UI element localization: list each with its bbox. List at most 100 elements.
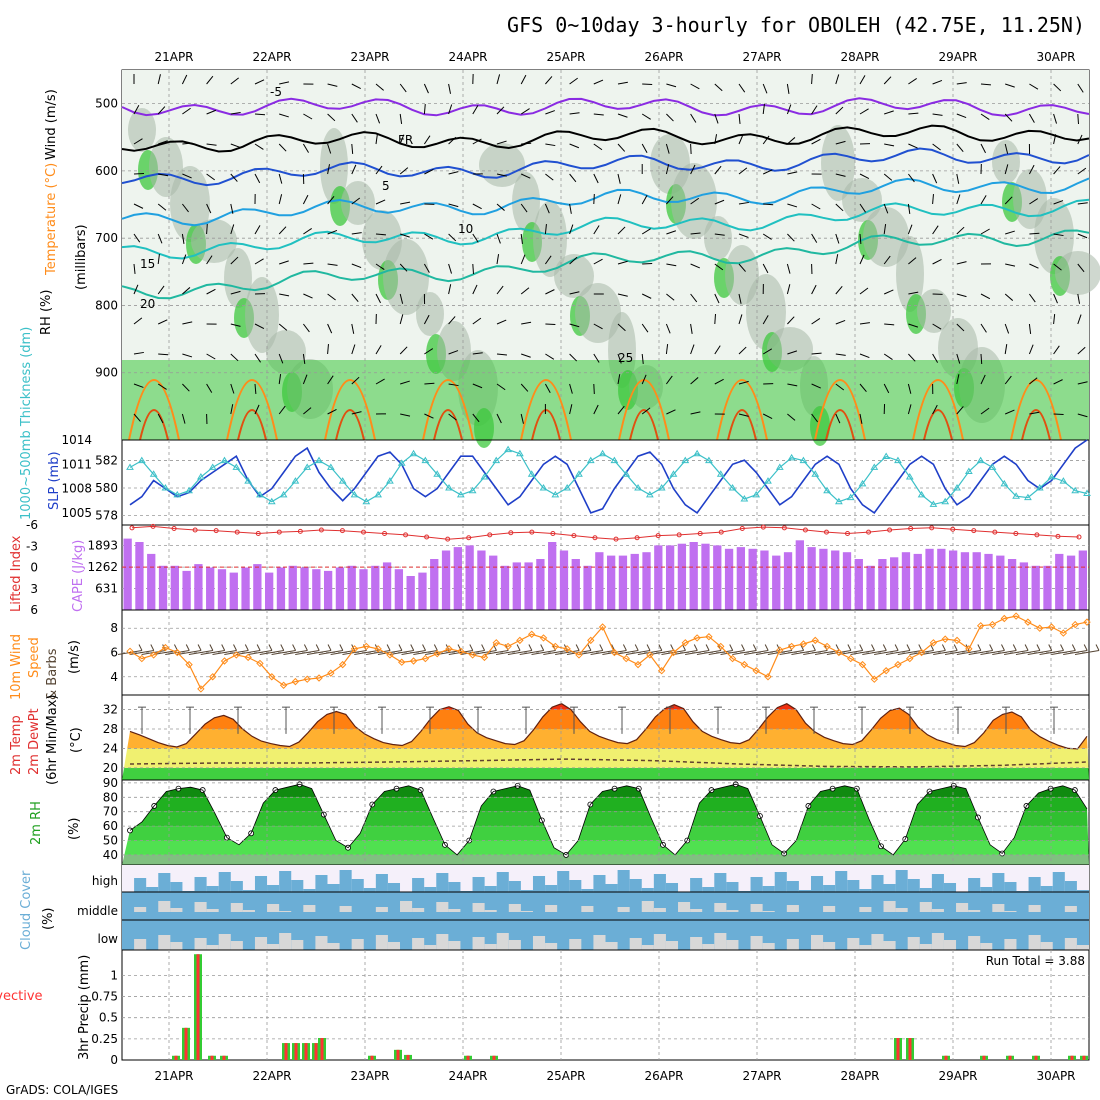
wind-barb — [1077, 134, 1083, 145]
cloud-low-bar — [714, 933, 727, 950]
thickness-marker — [657, 484, 666, 491]
wind-barb — [424, 348, 434, 355]
precip-bar-convective — [196, 954, 200, 1060]
wind-barb — [1029, 232, 1040, 235]
cape-bar — [489, 555, 498, 610]
ylabel-2m-rh: 2m RH — [29, 801, 44, 845]
wind-barb — [714, 313, 716, 325]
date-label-bottom: 26APR — [644, 1069, 683, 1083]
cloud-low-bar — [980, 943, 993, 950]
wind-barb — [520, 254, 526, 265]
wind-barb — [569, 77, 578, 85]
wind-barb — [1004, 164, 1009, 175]
cape-bar — [394, 569, 404, 610]
wind-barb-tick — [646, 644, 651, 651]
thickness-marker — [693, 449, 701, 457]
wind-barb-tick — [268, 644, 273, 651]
cape-bar — [996, 555, 1005, 610]
wind-barb — [787, 137, 796, 145]
wind-barb — [544, 383, 551, 393]
precip-bar-convective — [210, 1055, 214, 1060]
temp-band — [122, 767, 1089, 780]
wind-barb — [690, 411, 701, 415]
wind-barb — [738, 263, 746, 272]
wind-barb — [1053, 314, 1056, 325]
wind-barb-tick — [185, 644, 190, 651]
wind-barb — [327, 143, 332, 154]
wind-barb — [351, 232, 362, 235]
wind-barb — [714, 83, 723, 92]
wind-barb-tick — [1048, 644, 1053, 651]
cloud-low-bar — [206, 945, 219, 950]
cloud-mid-bar — [883, 901, 896, 912]
y-tick-label-thickness: 582 — [95, 454, 118, 468]
cloud-high-bar — [714, 873, 727, 892]
wind-barb — [908, 143, 918, 149]
cape-bar — [630, 553, 639, 610]
wind-barb — [351, 113, 358, 123]
wind-barb — [569, 291, 580, 295]
cloud-high-bar — [387, 883, 401, 892]
cloud-mid-bar — [339, 906, 352, 912]
wind-barb — [158, 353, 169, 356]
cloud-high-bar — [605, 884, 618, 892]
wind-barb — [1051, 650, 1076, 655]
wind-barb — [1053, 345, 1060, 355]
wind-barb — [690, 197, 700, 205]
wind-barb — [351, 344, 356, 355]
wind-barb — [980, 374, 986, 385]
wind-barb — [1028, 113, 1035, 123]
wind-barb — [327, 229, 338, 235]
y-tick-label: 70 — [103, 805, 118, 819]
wind-barb — [1005, 409, 1015, 415]
cloud-low-bar — [375, 935, 388, 950]
wind-barb — [182, 203, 189, 213]
cloud-high-bar — [665, 883, 679, 892]
wind-barb — [472, 284, 478, 295]
thickness-marker — [244, 477, 253, 484]
wind-barb-tick — [847, 644, 852, 651]
wind-barb — [133, 233, 141, 243]
li-line — [131, 525, 1080, 540]
cape-bar — [453, 547, 462, 610]
thickness-marker — [858, 479, 867, 487]
cloud-high-bar — [786, 881, 799, 892]
wind-barb — [545, 323, 556, 326]
wind-barb — [593, 323, 603, 330]
cape-bar — [1019, 562, 1029, 610]
wind-barb-tick — [315, 644, 320, 651]
rh-shade — [479, 143, 525, 187]
wind-barb — [883, 289, 894, 295]
thickness-marker — [964, 467, 973, 475]
y-tick-label: 60 — [103, 819, 118, 833]
wind-barb — [980, 353, 983, 365]
cape-bar — [465, 545, 474, 610]
ylabel-precip: 3hr Precip (mm) — [77, 955, 92, 1060]
wind-barb — [932, 193, 934, 205]
y-tick-label: 0.25 — [91, 1032, 118, 1046]
wind-barb — [593, 79, 604, 85]
thickness-marker — [185, 486, 193, 494]
wind-barb — [472, 383, 483, 389]
thickness-marker — [492, 456, 501, 464]
wind-barb — [787, 413, 796, 421]
cloud-high-bar — [339, 870, 352, 892]
rh-shade — [416, 292, 444, 336]
wind-barb — [230, 224, 235, 235]
wind-speed-marker — [527, 630, 536, 638]
cape-bar — [972, 552, 981, 610]
cape-bar — [241, 567, 250, 610]
wind-barb — [375, 165, 383, 175]
cloud-low-bar — [327, 943, 340, 950]
wind-speed-marker — [350, 645, 359, 653]
wind-barb — [569, 203, 572, 214]
thickness-marker — [563, 484, 572, 491]
rh-shade — [746, 274, 786, 350]
wind-speed-marker — [1047, 623, 1056, 631]
thickness-marker — [917, 490, 926, 498]
ylabel-2m-dewpt: 2m DewPt — [27, 708, 42, 775]
wind-barb — [859, 75, 866, 85]
wind-barb — [448, 263, 453, 274]
isotherm-25 — [716, 379, 768, 441]
wind-barb — [791, 650, 816, 655]
